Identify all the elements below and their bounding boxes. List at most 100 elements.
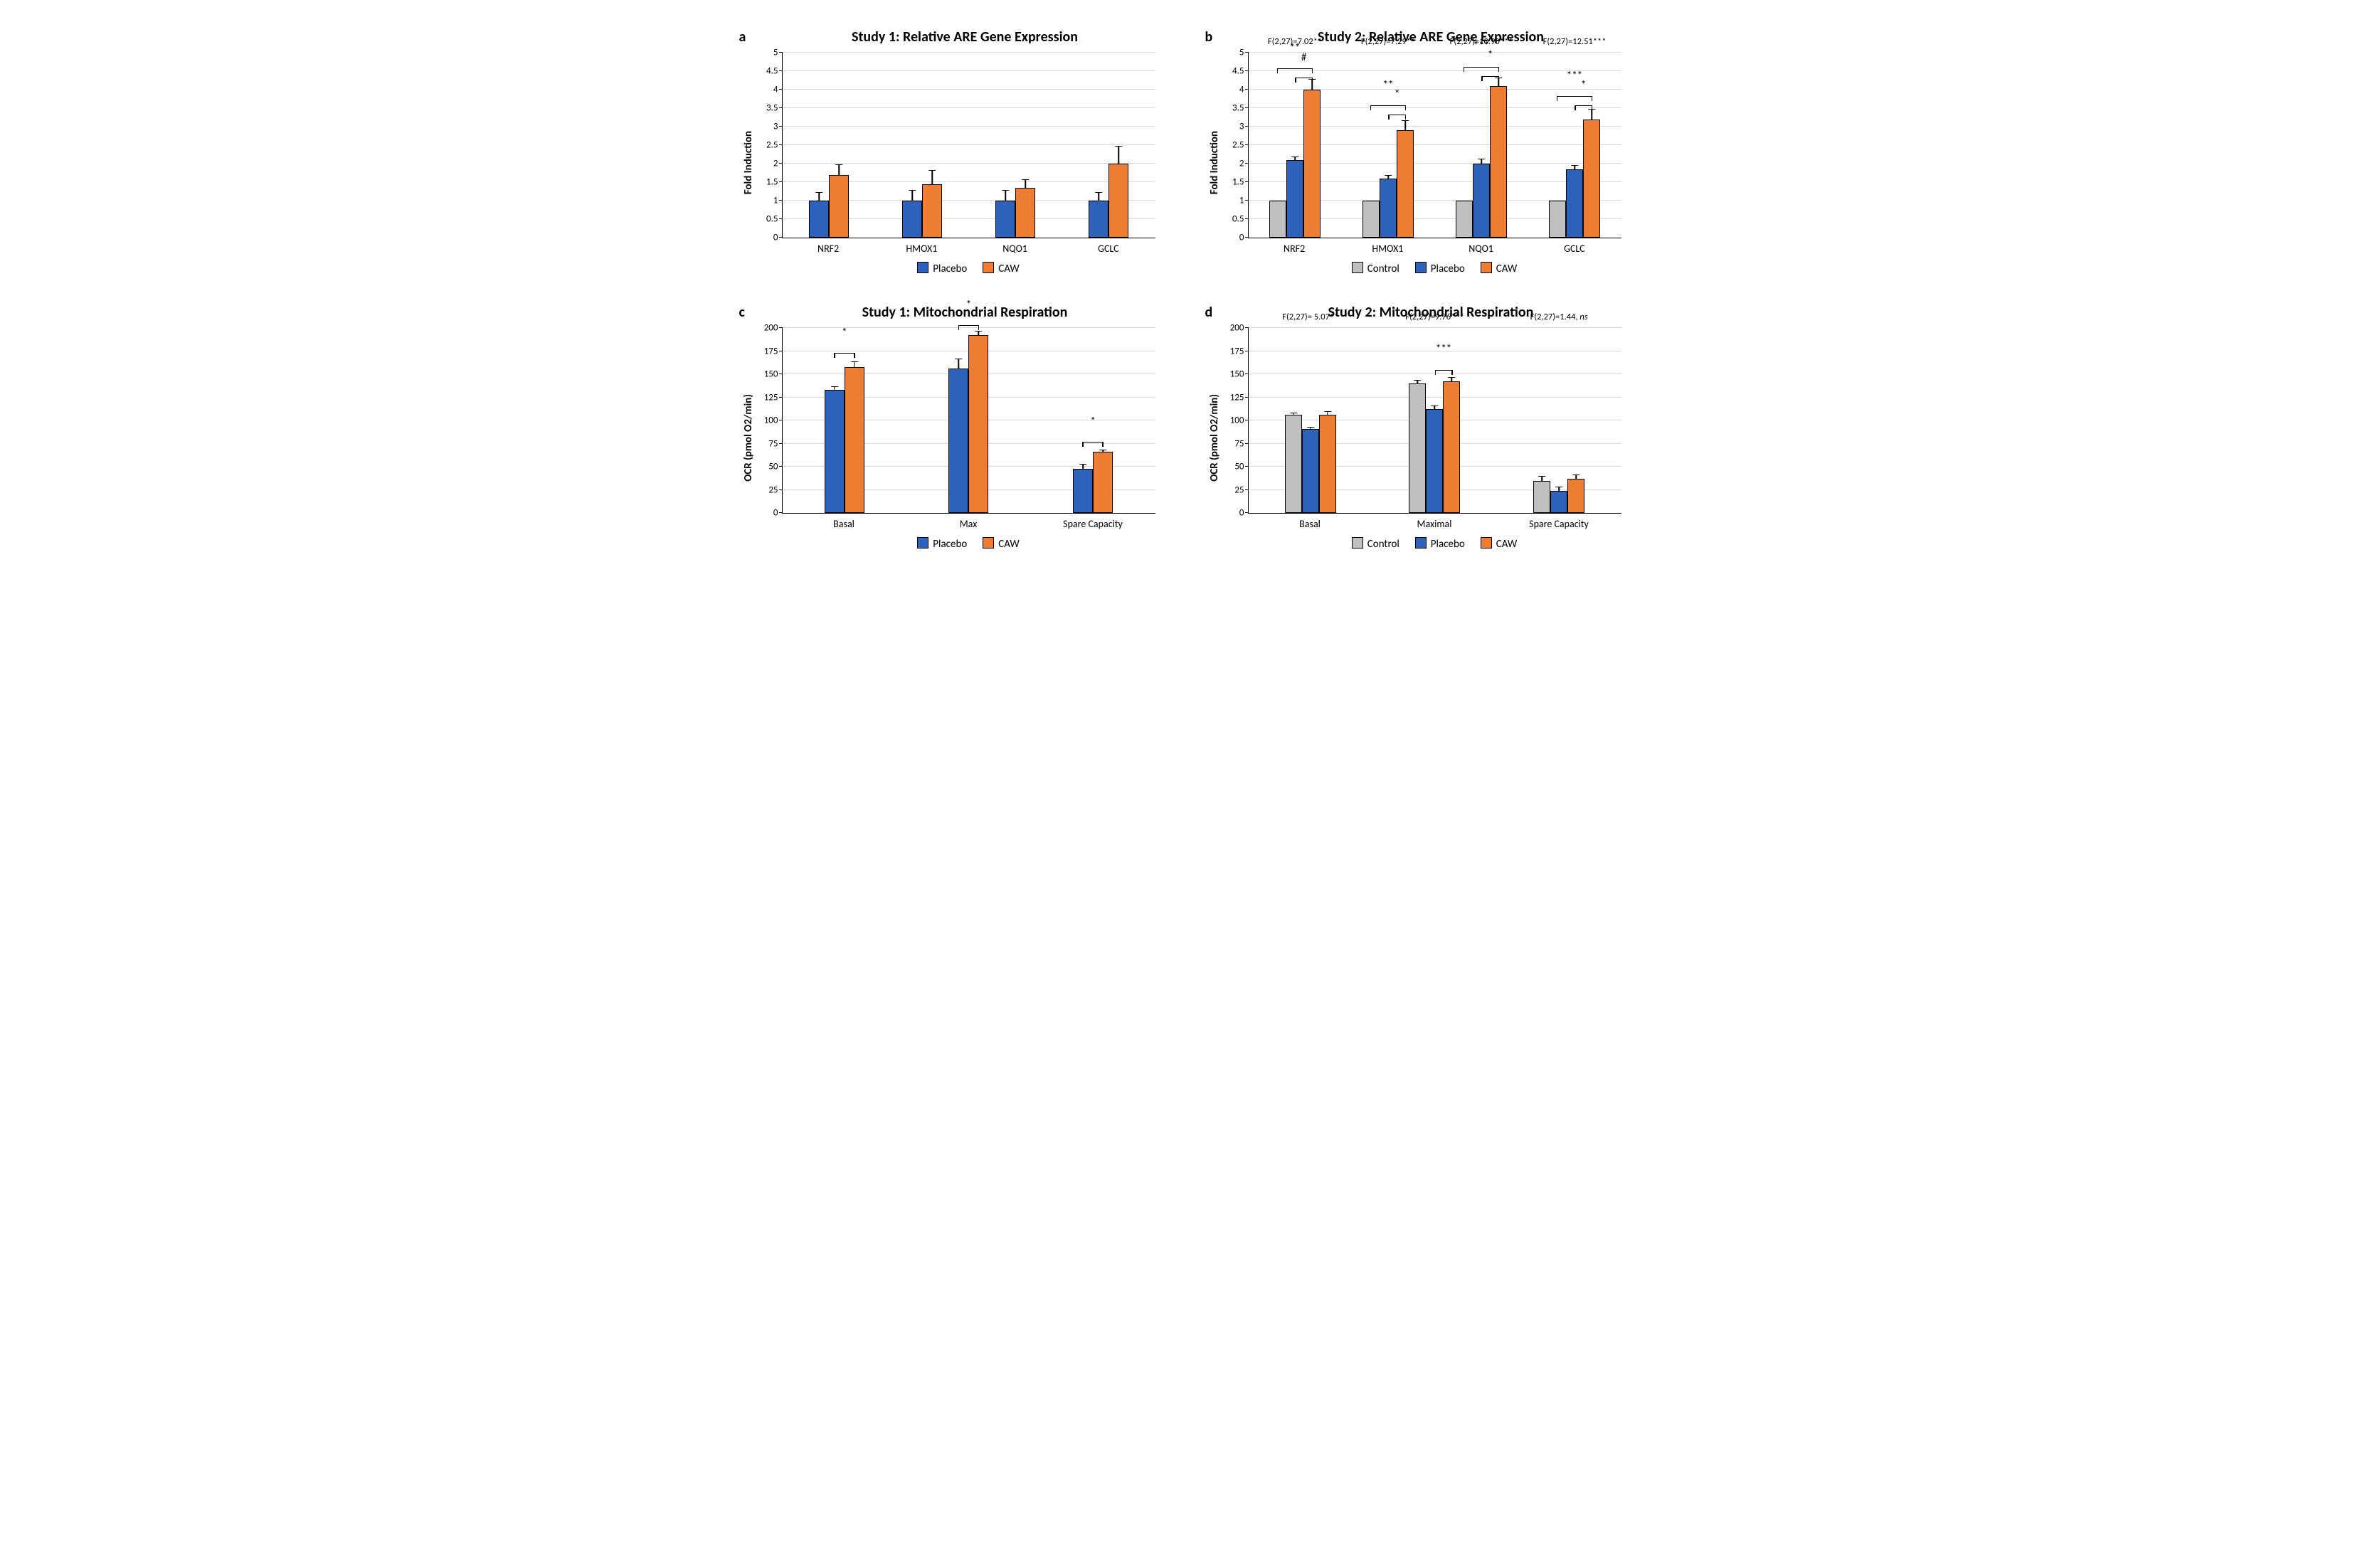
bar-group <box>1362 130 1414 238</box>
legend-item: CAW <box>1481 537 1517 551</box>
y-tick-label: 200 <box>764 323 783 334</box>
bar-control <box>1269 201 1286 238</box>
legend-item: CAW <box>1481 262 1517 275</box>
plot-column: 0255075100125150175200***F(2,27)= 5.07**… <box>1248 325 1621 551</box>
legend: ControlPlaceboCAW <box>1248 262 1621 275</box>
plot-column: 00.511.522.533.544.55NRF2HMOX1NQO1GCLCPl… <box>782 50 1155 275</box>
bar-group <box>1456 86 1507 238</box>
bar-group <box>825 367 864 513</box>
y-tick-label: 0.5 <box>766 214 782 225</box>
legend-label: Placebo <box>1431 538 1465 551</box>
chart-title: Study 1: Relative ARE Gene Expression <box>775 28 1155 46</box>
error-bar <box>1574 165 1575 170</box>
y-tick-label: 125 <box>1230 392 1249 403</box>
y-tick-label: 1.5 <box>1232 177 1248 188</box>
y-tick-label: 125 <box>764 392 783 403</box>
y-tick-label: 1 <box>773 196 783 206</box>
legend-item: Placebo <box>1415 537 1465 551</box>
y-tick-label: 50 <box>1234 462 1248 472</box>
f-statistic: F(2,27)=7.29** <box>1361 36 1415 47</box>
bar-caw <box>1319 415 1336 513</box>
plot-column: 00.511.522.533.544.55**#***********F(2,2… <box>1248 50 1621 275</box>
y-tick-label: 1 <box>1239 196 1249 206</box>
bar-placebo <box>948 369 968 513</box>
y-axis-title: Fold Induction <box>739 131 755 194</box>
panel-d: dStudy 2: Mitochondrial RespirationOCR (… <box>1205 304 1621 551</box>
legend-swatch <box>1481 262 1492 273</box>
bar-caw <box>1093 452 1113 513</box>
bar-caw <box>1108 164 1128 238</box>
plot-area: 0255075100125150175200***F(2,27)= 5.07**… <box>1248 328 1621 514</box>
y-tick-label: 150 <box>764 369 783 380</box>
error-bar <box>911 190 913 201</box>
y-tick-label: 2 <box>1239 159 1249 169</box>
category-label: NQO1 <box>968 243 1062 255</box>
category-labels: NRF2HMOX1NQO1GCLC <box>782 243 1155 255</box>
bar-group <box>948 335 988 513</box>
error-bar <box>931 170 933 185</box>
error-bar <box>1102 450 1104 452</box>
error-bar <box>834 386 835 391</box>
legend-label: CAW <box>1496 538 1517 551</box>
bar-placebo <box>1426 409 1443 513</box>
y-tick-label: 0.5 <box>1232 214 1248 225</box>
bar-placebo <box>1550 491 1567 513</box>
y-axis-title: OCR (pmol O2/min) <box>739 394 755 482</box>
legend-label: Control <box>1367 263 1399 275</box>
y-tick-label: 5 <box>773 48 783 58</box>
error-bar <box>1575 475 1577 480</box>
bar-group <box>809 175 849 238</box>
category-label: NQO1 <box>1434 243 1528 255</box>
panel-b: bStudy 2: Relative ARE Gene ExpressionFo… <box>1205 28 1621 275</box>
legend-label: Placebo <box>933 263 967 275</box>
legend-swatch <box>1352 537 1363 549</box>
bar-caw <box>829 175 849 238</box>
y-tick-label: 5 <box>1239 48 1249 58</box>
category-label: Spare Capacity <box>1031 518 1155 530</box>
legend-item: Placebo <box>917 537 967 551</box>
bar-placebo <box>1302 429 1319 513</box>
error-bar <box>1118 146 1119 164</box>
error-bar <box>958 359 960 370</box>
error-bar <box>1434 406 1436 410</box>
y-tick-label: 3 <box>773 122 783 132</box>
error-bar <box>1311 79 1313 90</box>
bar-caw <box>968 335 988 513</box>
error-bar <box>1404 120 1406 132</box>
error-bar <box>1498 78 1499 87</box>
bar-groups <box>1249 328 1621 513</box>
bar-group <box>1073 452 1113 513</box>
category-label: HMOX1 <box>875 243 968 255</box>
legend-label: Control <box>1367 538 1399 551</box>
category-label: Basal <box>1248 518 1372 530</box>
sig-bracket <box>958 325 979 326</box>
error-bar <box>854 361 855 368</box>
legend-swatch <box>1415 537 1427 549</box>
error-bar <box>1387 175 1389 179</box>
y-tick-label: 100 <box>1230 415 1249 426</box>
y-tick-label: 0 <box>773 508 783 519</box>
bar-group <box>902 184 942 238</box>
bar-placebo <box>995 201 1015 238</box>
error-bar <box>1294 157 1296 161</box>
chart-wrap: Fold Induction00.511.522.533.544.55**#**… <box>1205 50 1621 275</box>
legend-item: CAW <box>983 262 1019 275</box>
legend-item: CAW <box>983 537 1019 551</box>
y-tick-label: 75 <box>1234 438 1248 449</box>
y-tick-label: 25 <box>768 484 782 495</box>
category-label: Spare Capacity <box>1497 518 1621 530</box>
y-tick-label: 175 <box>764 346 783 356</box>
chart-wrap: OCR (pmol O2/min)0255075100125150175200*… <box>1205 325 1621 551</box>
category-label: NRF2 <box>782 243 875 255</box>
category-label: Maximal <box>1372 518 1497 530</box>
bar-placebo <box>1473 164 1490 238</box>
legend-item: Placebo <box>917 262 967 275</box>
bar-groups <box>1249 53 1621 238</box>
legend-swatch <box>983 262 994 273</box>
bar-control <box>1409 383 1426 513</box>
bar-placebo <box>825 390 845 513</box>
bar-placebo <box>1089 201 1108 238</box>
error-bar <box>1005 190 1006 201</box>
y-tick-label: 2.5 <box>766 140 782 151</box>
y-tick-label: 1.5 <box>766 177 782 188</box>
